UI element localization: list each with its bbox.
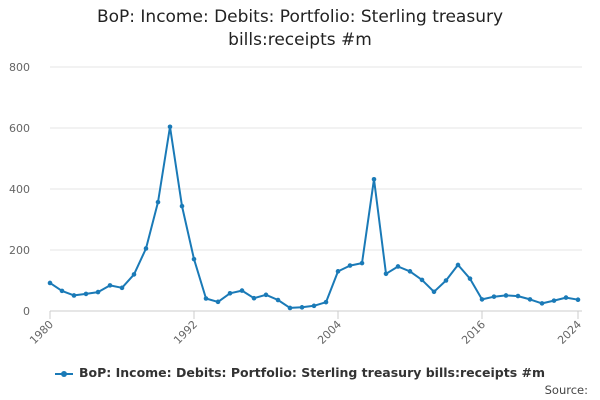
data-point — [47, 280, 53, 286]
data-point — [203, 296, 209, 301]
x-tick-label: 2004 — [315, 318, 344, 347]
data-point — [563, 295, 569, 300]
y-tick-label: 600 — [9, 122, 30, 135]
data-point — [551, 298, 557, 303]
data-point — [323, 299, 329, 305]
data-point — [347, 263, 353, 268]
y-tick-label: 800 — [9, 61, 30, 74]
y-tick-label: 0 — [23, 305, 30, 318]
data-point — [575, 297, 581, 303]
data-point — [383, 271, 389, 277]
data-point — [515, 293, 521, 299]
data-point — [395, 264, 401, 269]
data-point — [371, 176, 377, 182]
data-point — [227, 291, 233, 296]
source-label: Source: — [544, 383, 588, 397]
chart-title-line-1: BoP: Income: Debits: Portfolio: Sterling… — [96, 7, 504, 27]
legend-line-marker-icon — [54, 369, 73, 379]
data-point — [287, 305, 293, 311]
data-point — [179, 203, 185, 209]
data-point — [491, 294, 497, 299]
y-tick-label: 200 — [9, 244, 30, 257]
data-point — [455, 262, 461, 268]
data-point — [299, 305, 305, 310]
chart-title: BoP: Income: Debits: Portfolio: Sterling… — [0, 6, 600, 52]
data-point — [191, 256, 197, 262]
data-point — [131, 272, 137, 277]
data-point — [59, 288, 65, 294]
data-point — [215, 299, 221, 305]
data-point — [263, 292, 269, 298]
data-point — [275, 297, 281, 303]
data-point — [335, 269, 341, 274]
data-point — [107, 283, 113, 288]
x-tick-label: 1992 — [171, 318, 200, 347]
data-point — [503, 293, 509, 298]
data-point — [359, 260, 365, 266]
data-point — [155, 199, 161, 205]
x-tick-label: 2016 — [459, 318, 488, 347]
data-point — [443, 278, 449, 283]
x-tick-label: 2024 — [555, 318, 584, 347]
legend-series-label: BoP: Income: Debits: Portfolio: Sterling… — [78, 365, 545, 380]
chart-legend[interactable]: BoP: Income: Debits: Portfolio: Sterling… — [0, 365, 600, 380]
data-point — [143, 246, 149, 251]
data-point — [431, 289, 437, 295]
chart-title-line-2: bills:receipts #m — [228, 30, 372, 50]
data-point — [251, 295, 257, 301]
data-point — [71, 293, 77, 298]
data-point — [95, 289, 101, 295]
x-tick-label: 1980 — [27, 318, 56, 347]
data-point — [239, 288, 245, 293]
data-point — [479, 297, 485, 302]
y-tick-label: 400 — [9, 183, 30, 196]
data-point — [167, 124, 173, 130]
series-line — [49, 125, 579, 309]
data-point — [407, 269, 413, 274]
data-point — [419, 277, 425, 283]
data-point — [527, 297, 533, 302]
data-point — [119, 285, 125, 291]
data-point — [311, 303, 317, 309]
data-point — [539, 301, 545, 306]
data-point — [83, 291, 89, 297]
data-point — [467, 276, 473, 281]
